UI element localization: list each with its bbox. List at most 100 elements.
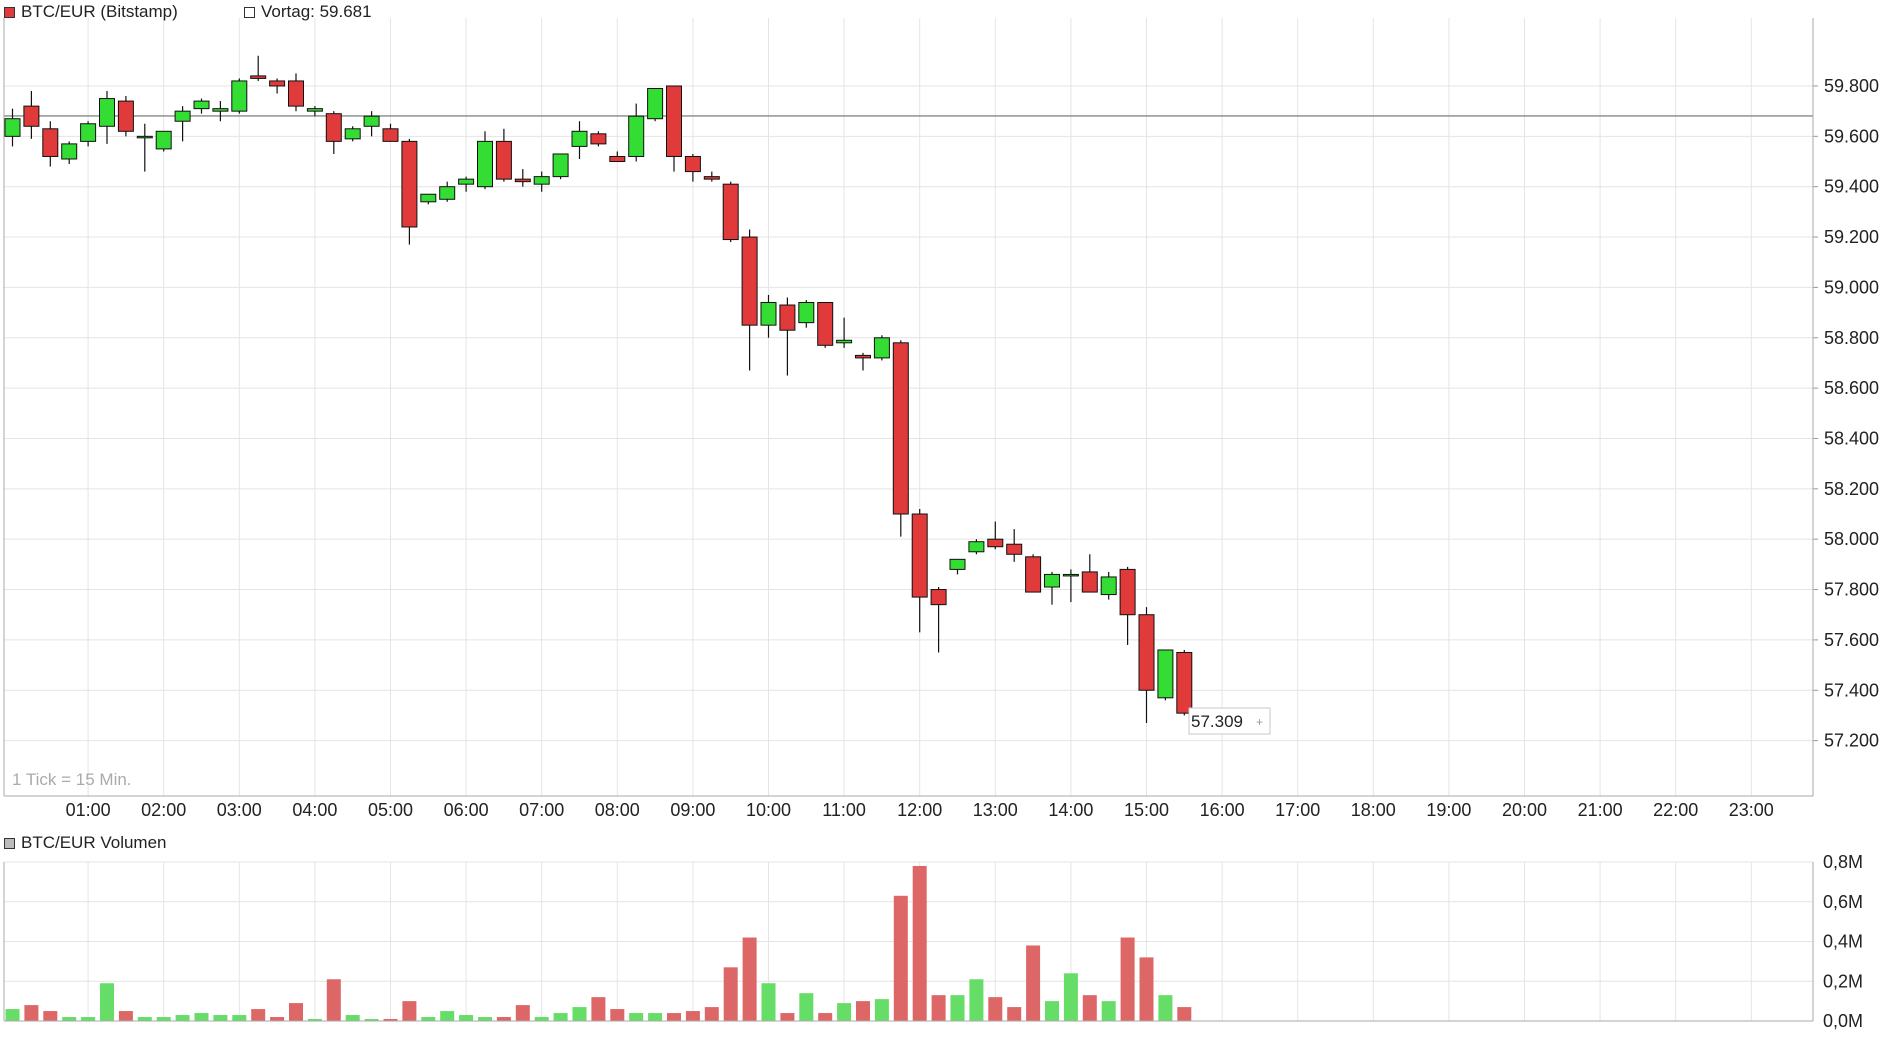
volume-bar: [421, 1017, 436, 1021]
volume-bar: [1158, 995, 1173, 1021]
volume-bar: [5, 1009, 20, 1021]
series-name: BTC/EUR (Bitstamp): [21, 2, 178, 21]
candle-down: [117, 96, 134, 137]
candle-up: [477, 131, 493, 190]
candle-body: [23, 105, 40, 127]
volume-legend: BTC/EUR Volumen: [4, 833, 167, 853]
volume-bar: [364, 1019, 379, 1021]
candle-up: [968, 539, 985, 555]
volume-bar: [478, 1017, 492, 1021]
candle-body: [136, 135, 153, 139]
volume-bar: [667, 1013, 681, 1021]
volume-bar: [307, 1019, 322, 1021]
volume-bar: [931, 995, 946, 1021]
candle-body: [987, 538, 1004, 548]
candle-body: [760, 302, 777, 326]
candle-body: [817, 302, 834, 346]
volume-bar: [62, 1017, 77, 1021]
volume-y-tick-label: 0,2M: [1823, 971, 1863, 991]
volume-bar: [837, 1003, 852, 1021]
candle-body: [4, 118, 21, 137]
candle-body: [1100, 576, 1117, 596]
volume-color-swatch: [4, 837, 15, 849]
volume-bar: [912, 865, 927, 1021]
volume-bar: [1007, 1007, 1022, 1021]
candle-up: [628, 103, 645, 162]
candle-body: [647, 87, 664, 120]
candle-body: [477, 140, 493, 188]
candle-up: [193, 98, 210, 114]
candle-body: [1138, 614, 1155, 691]
x-tick-label: 17:00: [1275, 800, 1320, 820]
candle-down: [779, 297, 796, 376]
y-tick-label: 57.600: [1824, 630, 1879, 650]
volume-bar: [723, 967, 738, 1021]
y-tick-label: 57.800: [1824, 580, 1879, 600]
candle-down: [42, 121, 59, 167]
candle-body: [855, 354, 871, 359]
volume-bar: [1082, 995, 1097, 1021]
candle-down: [495, 128, 512, 182]
volume-bars-layer: [5, 865, 1192, 1021]
candle-body: [571, 130, 588, 147]
volume-bar: [156, 1017, 171, 1021]
volume-bar: [270, 1017, 285, 1021]
y-tick-label: 58.000: [1824, 529, 1879, 549]
x-tick-label: 21:00: [1578, 800, 1623, 820]
candle-body: [231, 80, 248, 112]
candle-down: [250, 55, 267, 81]
last-price-label: 57.309: [1191, 712, 1243, 731]
candle-down: [401, 138, 418, 245]
candle-body: [61, 143, 78, 160]
candle-body: [99, 98, 115, 127]
x-tick-label: 04:00: [292, 800, 337, 820]
volume-bar: [780, 1013, 795, 1021]
candle-up: [873, 335, 890, 361]
candle-body: [514, 178, 531, 183]
candle-body: [779, 304, 796, 331]
volume-bar: [1026, 945, 1041, 1021]
volume-bar: [988, 997, 1003, 1021]
candle-up: [798, 299, 815, 328]
x-tick-label: 20:00: [1502, 800, 1547, 820]
candle-body: [250, 75, 267, 79]
candle-body: [552, 153, 569, 178]
y-tick-label: 59.600: [1824, 126, 1879, 146]
y-tick-label: 57.400: [1824, 680, 1879, 700]
volume-y-tick-label: 0,0M: [1823, 1011, 1863, 1031]
x-tick-label: 11:00: [822, 800, 866, 820]
volume-bar: [175, 1015, 190, 1021]
candle-body: [722, 183, 739, 241]
axis-labels-layer: 01:00 02:00 03:00 04:00 05:00 06:00 07:00 08:00…: [66, 76, 1879, 1031]
volume-bar: [251, 1009, 266, 1021]
candle-body: [666, 85, 682, 157]
volume-bar: [213, 1015, 228, 1021]
volume-bar: [1045, 1001, 1059, 1021]
x-tick-label: 09:00: [670, 800, 715, 820]
candle-up: [136, 123, 153, 172]
x-tick-label: 19:00: [1426, 800, 1471, 820]
candle-body: [741, 236, 758, 326]
candle-down: [514, 169, 531, 187]
x-tick-label: 01:00: [66, 800, 111, 820]
candle-down: [911, 508, 928, 633]
candle-body: [42, 128, 59, 157]
volume-bar: [345, 1015, 360, 1021]
volume-bar: [24, 1005, 39, 1021]
candle-body: [288, 80, 304, 107]
candle-body: [628, 115, 645, 157]
candle-down: [590, 131, 607, 147]
candle-body: [590, 133, 607, 145]
candle-up: [458, 176, 475, 192]
volume-title: BTC/EUR Volumen: [21, 833, 167, 852]
candle-body: [911, 513, 928, 598]
candle-body: [325, 113, 342, 142]
grid-lines: [4, 18, 1813, 1022]
volume-y-tick-label: 0,6M: [1823, 892, 1863, 912]
candle-down: [684, 153, 701, 182]
candle-body: [193, 100, 210, 110]
y-tick-label: 59.800: [1824, 76, 1879, 96]
candle-down: [609, 151, 626, 163]
candle-body: [420, 193, 437, 203]
